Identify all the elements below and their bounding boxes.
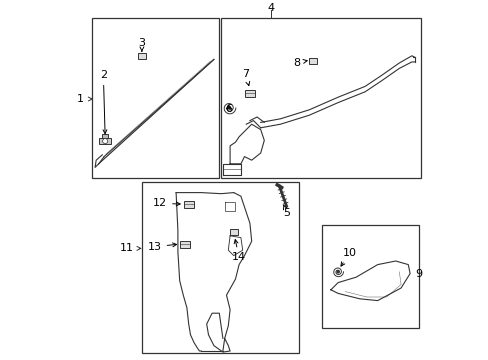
Bar [230, 229, 238, 235]
Bar [321, 225, 418, 328]
Text: 6: 6 [224, 104, 231, 114]
Text: 3: 3 [138, 38, 145, 51]
Bar [99, 138, 111, 144]
Bar [244, 90, 254, 97]
Circle shape [102, 139, 107, 144]
Text: 11: 11 [120, 243, 133, 253]
Text: 14: 14 [232, 239, 245, 262]
Text: 10: 10 [340, 248, 356, 266]
Bar [102, 134, 108, 138]
Circle shape [336, 271, 339, 273]
Text: 4: 4 [267, 3, 274, 13]
Bar [142, 182, 298, 353]
Text: 13: 13 [147, 242, 176, 252]
Bar [138, 53, 145, 59]
Circle shape [228, 107, 230, 109]
Text: 9: 9 [415, 269, 422, 279]
Text: 5: 5 [283, 205, 290, 218]
Text: 2: 2 [100, 70, 107, 134]
Text: 7: 7 [242, 69, 249, 86]
Text: 12: 12 [153, 198, 180, 208]
Bar [91, 18, 219, 178]
Bar [308, 58, 316, 64]
Bar [180, 241, 190, 248]
Text: 1: 1 [77, 94, 84, 104]
Text: 8: 8 [293, 58, 306, 68]
Bar [221, 18, 420, 178]
Bar [183, 201, 193, 208]
